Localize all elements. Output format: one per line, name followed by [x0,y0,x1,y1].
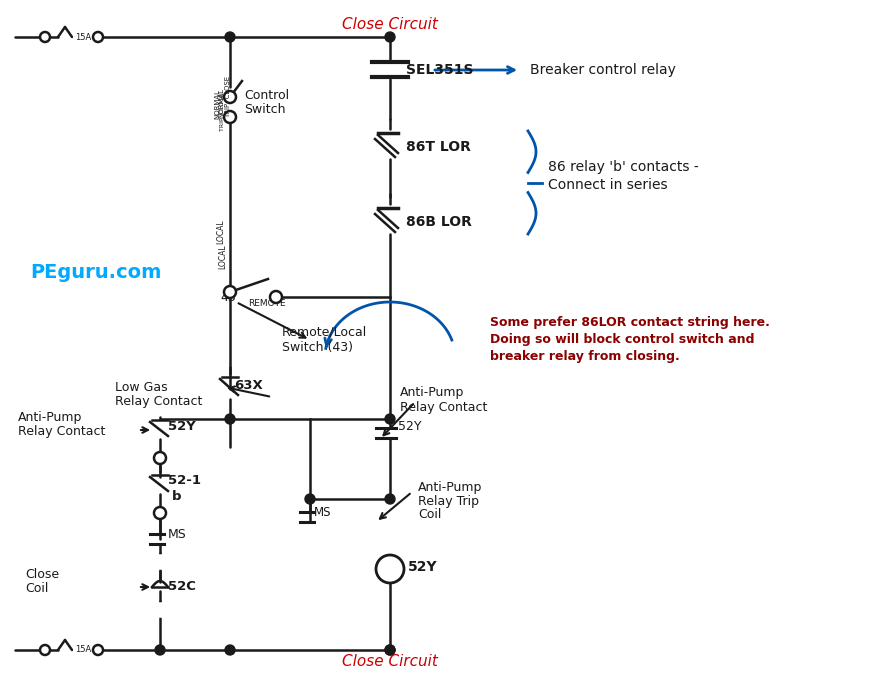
Text: Low Gas: Low Gas [115,381,168,394]
Circle shape [40,32,50,42]
Circle shape [40,645,50,655]
Text: 52Y: 52Y [408,560,438,574]
Text: PEguru.com: PEguru.com [30,262,162,282]
Text: Relay Trip: Relay Trip [418,495,479,508]
Circle shape [225,32,235,42]
Circle shape [154,507,166,519]
Bar [154,602,166,616]
Text: LOCAL: LOCAL [216,220,225,245]
Text: REMOTE: REMOTE [248,298,286,308]
Text: 52Y: 52Y [168,420,195,433]
Circle shape [224,286,236,298]
Text: LOCAL: LOCAL [218,245,227,269]
Text: 63X: 63X [234,379,263,392]
Text: 86 relay 'b' contacts -: 86 relay 'b' contacts - [548,160,698,174]
Text: SEL351S: SEL351S [406,63,474,77]
Circle shape [305,494,315,504]
Text: 15A: 15A [75,646,91,655]
Text: 86B LOR: 86B LOR [406,215,472,229]
Text: Relay Contact: Relay Contact [18,425,105,438]
Text: 52-1: 52-1 [168,475,201,488]
Circle shape [225,645,235,655]
Text: Anti-Pump: Anti-Pump [18,411,82,423]
Text: 43: 43 [220,291,236,304]
Circle shape [385,645,395,655]
Circle shape [224,91,236,103]
Text: 52C: 52C [168,580,196,592]
Text: breaker relay from closing.: breaker relay from closing. [490,350,680,363]
Text: Remote/Local: Remote/Local [282,326,367,339]
Text: Doing so will block control switch and: Doing so will block control switch and [490,333,755,346]
Bar [154,554,166,567]
Circle shape [93,32,103,42]
Text: Switch: Switch [244,102,286,115]
Text: 15A: 15A [75,32,91,41]
Text: b: b [172,491,181,504]
Text: Relay Contact: Relay Contact [115,394,202,407]
Text: NORMAL: NORMAL [214,89,220,119]
Circle shape [376,555,404,583]
Circle shape [225,414,235,424]
Circle shape [155,645,165,655]
Bar [74,29,92,45]
Text: Relay Contact: Relay Contact [400,401,487,414]
Circle shape [154,452,166,464]
Circle shape [270,291,282,303]
Circle shape [385,645,395,655]
Text: TRIP  CLOSE: TRIP CLOSE [220,93,225,131]
Circle shape [385,32,395,42]
Circle shape [385,414,395,424]
Text: Coil: Coil [25,583,49,596]
Text: Close Circuit: Close Circuit [342,655,438,670]
Text: Some prefer 86LOR contact string here.: Some prefer 86LOR contact string here. [490,315,770,328]
Text: Connect in series: Connect in series [548,178,667,192]
Text: Coil: Coil [418,508,441,521]
Text: NORMAL
TRIP  CLOSE: NORMAL TRIP CLOSE [218,76,231,118]
Text: Anti-Pump: Anti-Pump [418,480,483,493]
Text: 86T LOR: 86T LOR [406,140,471,154]
Text: Close: Close [25,569,59,581]
Text: 52Y: 52Y [398,420,422,433]
Text: Switch (43): Switch (43) [282,341,353,354]
Text: Close Circuit: Close Circuit [342,16,438,32]
Text: MS: MS [314,506,332,519]
Circle shape [385,494,395,504]
Text: Control: Control [244,89,289,102]
Text: Breaker control relay: Breaker control relay [530,63,676,77]
Bar [74,642,92,658]
Circle shape [93,645,103,655]
Circle shape [224,111,236,123]
Text: MS: MS [168,528,187,541]
Text: Anti-Pump: Anti-Pump [400,385,464,398]
